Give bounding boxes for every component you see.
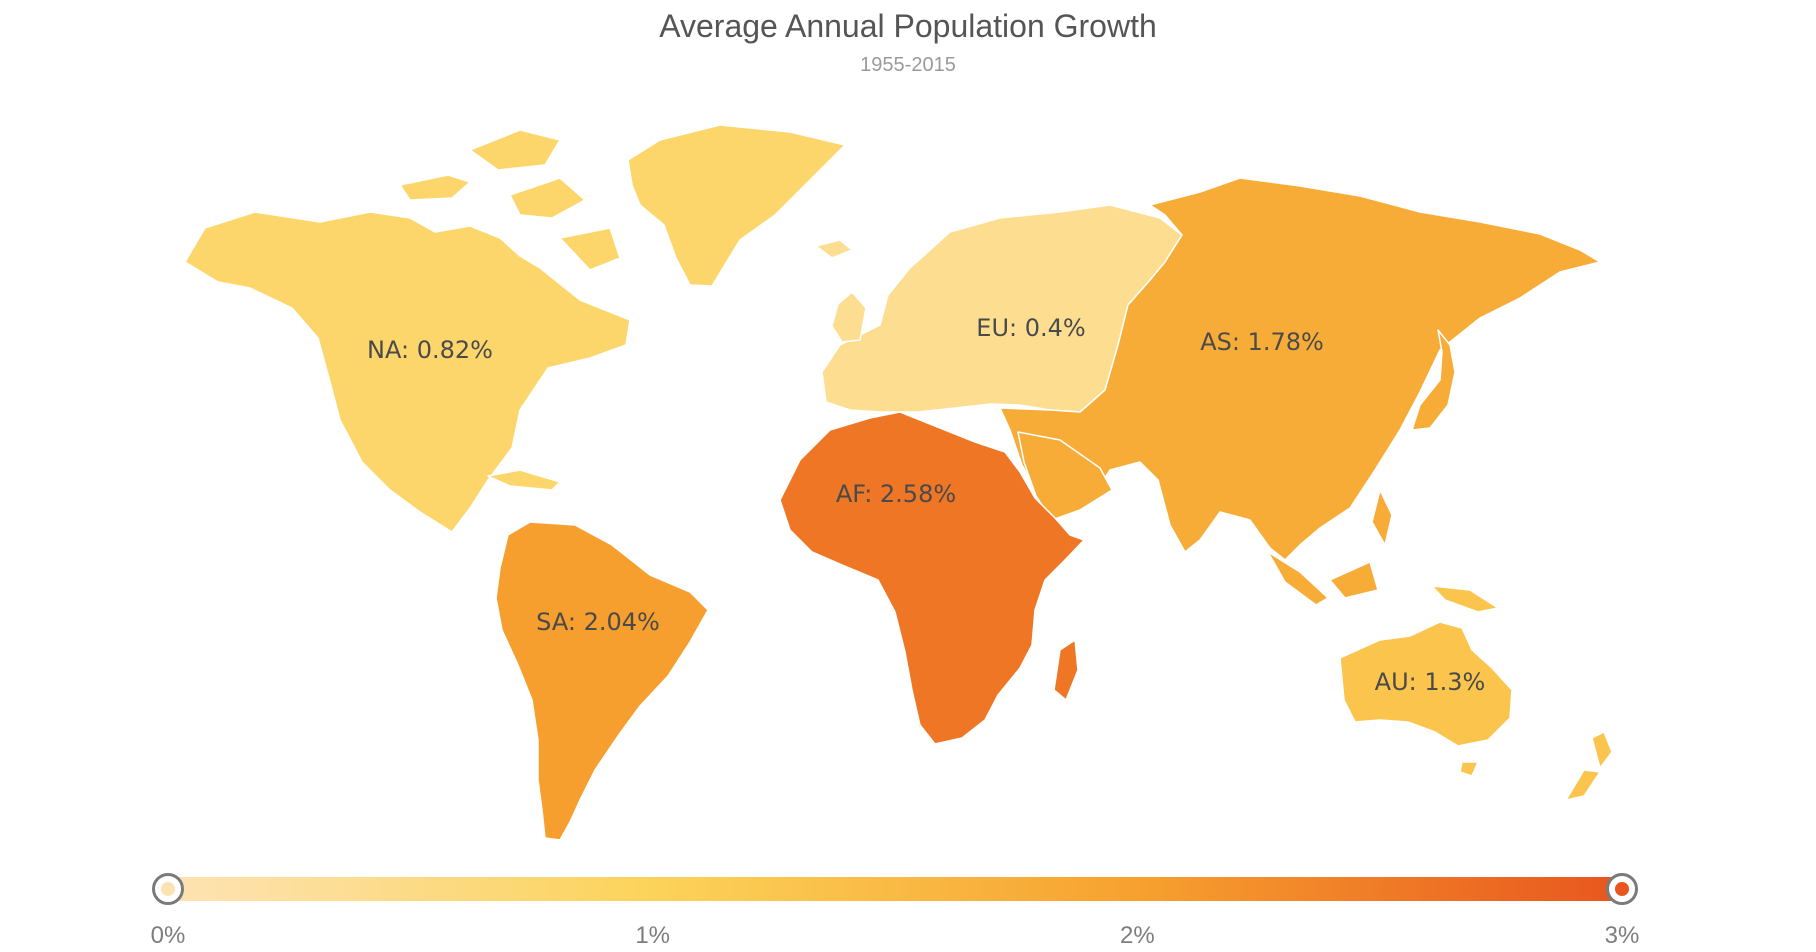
legend-handle-high-dot	[1615, 882, 1629, 896]
region-na-arctic-islands[interactable]	[399, 129, 621, 271]
legend-range-handle-high[interactable]	[1606, 873, 1638, 905]
region-as-arabia[interactable]	[1017, 431, 1113, 521]
legend-tick-label: 0%	[150, 922, 186, 949]
legend-color-scale	[168, 877, 1622, 901]
legend-tick-label: 1%	[635, 922, 670, 949]
region-eu[interactable]	[815, 204, 1183, 413]
region-as-japan[interactable]	[1411, 329, 1456, 431]
label-na: NA: 0.82%	[367, 336, 493, 364]
label-eu: EU: 0.4%	[976, 314, 1085, 342]
region-na-mainland[interactable]	[184, 211, 631, 533]
label-au: AU: 1.3%	[1375, 668, 1486, 696]
region-au-mainland[interactable]	[1339, 621, 1513, 747]
region-af-madagascar[interactable]	[1053, 639, 1079, 701]
chart-title: Average Annual Population Growth	[659, 8, 1157, 44]
label-sa: SA: 2.04%	[536, 608, 660, 636]
region-eu-british-isles[interactable]	[831, 291, 867, 343]
region-na[interactable]	[184, 124, 846, 533]
region-as-southeast-islands[interactable]	[1267, 489, 1393, 606]
legend-tick-label: 2%	[1119, 922, 1155, 949]
label-af: AF: 2.58%	[836, 480, 956, 508]
region-au-tasmania[interactable]	[1459, 761, 1479, 777]
region-as[interactable]	[999, 177, 1601, 606]
chart-subtitle: 1955-2015	[860, 54, 956, 76]
region-na-greenland[interactable]	[627, 124, 846, 287]
region-au-new-guinea[interactable]	[1431, 585, 1499, 613]
region-eu-iceland[interactable]	[815, 239, 853, 259]
region-af-mainland[interactable]	[779, 411, 1085, 745]
region-na-caribbean[interactable]	[487, 469, 561, 491]
region-as-mainland[interactable]	[999, 177, 1601, 561]
region-af[interactable]	[779, 411, 1085, 745]
legend-tick-label: 3%	[1604, 922, 1640, 949]
region-sa[interactable]	[495, 521, 709, 841]
region-au[interactable]	[1339, 585, 1613, 801]
region-au-new-zealand[interactable]	[1565, 731, 1613, 801]
legend-range-handle-low[interactable]	[152, 873, 184, 905]
label-as: AS: 1.78%	[1200, 328, 1324, 356]
legend-handle-low-dot	[161, 882, 175, 896]
